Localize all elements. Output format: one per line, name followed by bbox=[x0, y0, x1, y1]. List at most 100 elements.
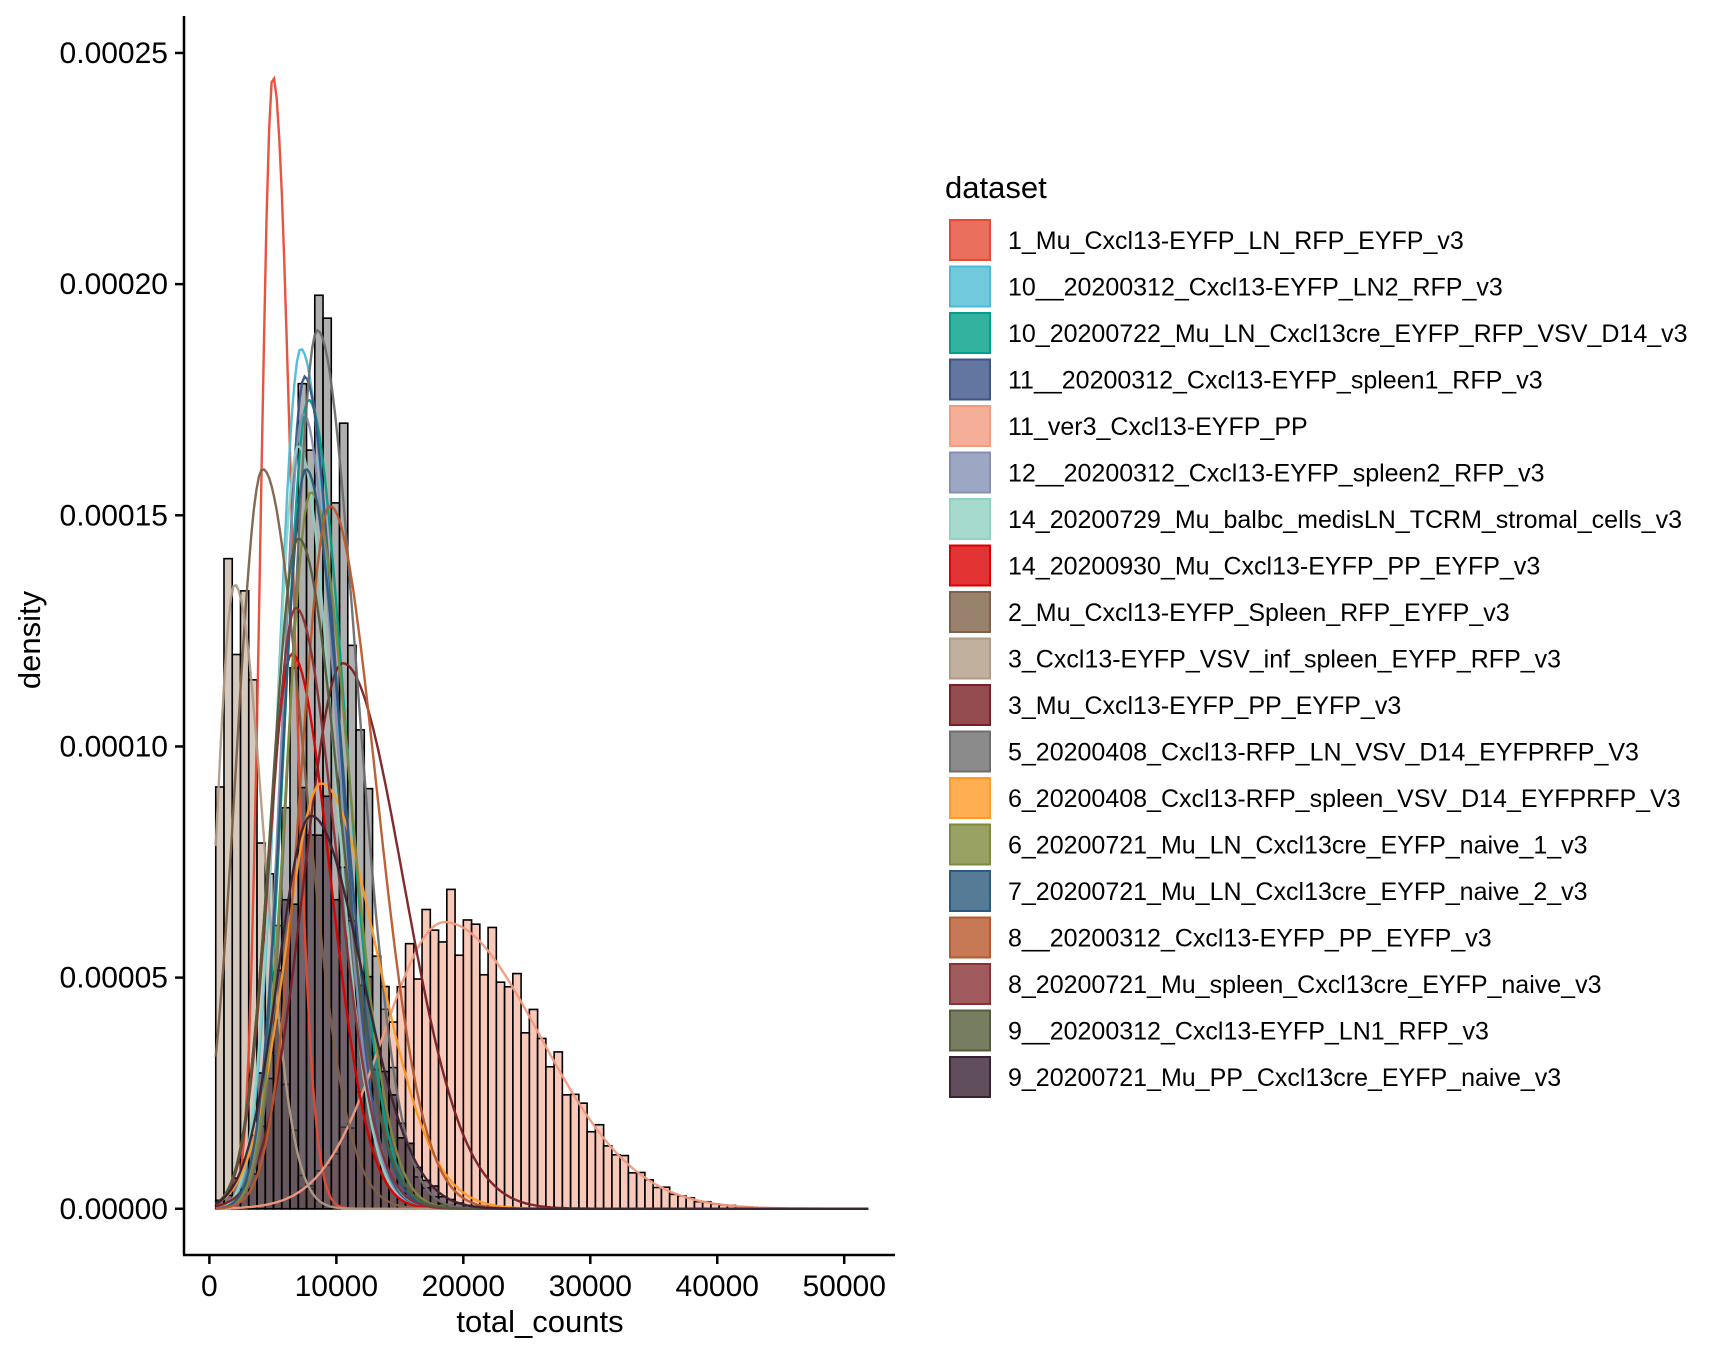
legend-item: 2_Mu_Cxcl13-EYFP_Spleen_RFP_EYFP_v3 bbox=[949, 591, 1510, 633]
legend-swatch bbox=[949, 498, 991, 540]
y-tick-label: 0.00010 bbox=[60, 730, 168, 763]
plot-area bbox=[214, 75, 869, 1210]
histogram-bar bbox=[421, 908, 432, 1210]
histogram-bar bbox=[503, 985, 514, 1210]
legend-swatch bbox=[949, 1056, 991, 1098]
legend-swatch bbox=[949, 312, 991, 354]
legend-swatch bbox=[949, 730, 991, 773]
x-tick-label: 30000 bbox=[549, 1270, 632, 1303]
legend-swatch bbox=[949, 405, 991, 447]
histogram-bar bbox=[446, 888, 456, 1210]
histogram-bar bbox=[454, 954, 465, 1210]
legend-label: 10_20200722_Mu_LN_Cxcl13cre_EYFP_RFP_VSV… bbox=[1008, 320, 1688, 348]
legend-swatch bbox=[949, 591, 991, 633]
legend-item: 9_20200721_Mu_PP_Cxcl13cre_EYFP_naive_v3 bbox=[949, 1056, 1561, 1098]
legend-item: 9__20200312_Cxcl13-EYFP_LN1_RFP_v3 bbox=[949, 1009, 1489, 1052]
legend-swatch bbox=[949, 1009, 991, 1052]
histogram-bar bbox=[652, 1186, 663, 1210]
histogram-bar bbox=[520, 1032, 531, 1210]
ticks: 0.00000 0.00005 0.00010 0.00015 0.00020 0.000… bbox=[60, 37, 886, 1303]
legend-swatch bbox=[949, 358, 991, 401]
legend-item: 11_ver3_Cxcl13-EYFP_PP bbox=[949, 405, 1308, 447]
x-tick-label: 50000 bbox=[802, 1270, 885, 1303]
legend-item: 10__20200312_Cxcl13-EYFP_LN2_RFP_v3 bbox=[949, 265, 1503, 308]
x-axis-title: total_counts bbox=[456, 1304, 623, 1339]
x-tick-label: 20000 bbox=[422, 1270, 505, 1303]
histogram-bar bbox=[487, 926, 498, 1210]
legend-item: 1_Mu_Cxcl13-EYFP_LN_RFP_EYFP_v3 bbox=[949, 219, 1464, 261]
legend-label: 12__20200312_Cxcl13-EYFP_spleen2_RFP_v3 bbox=[1008, 460, 1544, 488]
legend-label: 14_20200729_Mu_balbc_medisLN_TCRM_stroma… bbox=[1008, 506, 1682, 534]
legend-item: 10_20200722_Mu_LN_Cxcl13cre_EYFP_RFP_VSV… bbox=[949, 312, 1688, 354]
y-tick-label: 0.00025 bbox=[60, 37, 168, 70]
histogram-bar bbox=[322, 795, 333, 1210]
legend-swatch bbox=[949, 219, 991, 261]
legend-swatch bbox=[949, 451, 991, 494]
y-axis-title: density bbox=[12, 590, 47, 689]
legend-label: 14_20200930_Mu_Cxcl13-EYFP_PP_EYFP_v3 bbox=[1008, 553, 1540, 581]
legend-swatch bbox=[949, 870, 991, 912]
legend-title: dataset bbox=[945, 170, 1047, 205]
histogram-bar bbox=[528, 1008, 539, 1210]
legend-item: 8__20200312_Cxcl13-EYFP_PP_EYFP_v3 bbox=[949, 916, 1492, 959]
legend-label: 2_Mu_Cxcl13-EYFP_Spleen_RFP_EYFP_v3 bbox=[1008, 599, 1510, 627]
x-tick-label: 40000 bbox=[676, 1270, 759, 1303]
histogram-bar bbox=[668, 1193, 679, 1210]
histogram-bar bbox=[586, 1130, 597, 1210]
histogram-bar bbox=[578, 1102, 588, 1210]
y-tick-label: 0.00015 bbox=[60, 499, 168, 532]
legend-label: 11_ver3_Cxcl13-EYFP_PP bbox=[1008, 413, 1308, 441]
histogram-bar bbox=[495, 981, 506, 1210]
legend-label: 1_Mu_Cxcl13-EYFP_LN_RFP_EYFP_v3 bbox=[1008, 227, 1464, 255]
histogram-bar bbox=[644, 1178, 654, 1210]
legend-label: 11__20200312_Cxcl13-EYFP_spleen1_RFP_v3 bbox=[1008, 367, 1543, 395]
histogram-bar bbox=[627, 1172, 638, 1210]
y-tick-label: 0.00020 bbox=[60, 268, 168, 301]
histogram-bar bbox=[512, 972, 522, 1210]
y-tick-label: 0.00005 bbox=[60, 962, 168, 995]
histogram-bar bbox=[611, 1154, 621, 1210]
legend-swatch bbox=[949, 684, 991, 726]
histogram-bar bbox=[231, 653, 242, 1210]
histogram-bar bbox=[561, 1094, 572, 1210]
histogram-bar bbox=[462, 919, 473, 1210]
legend-item: 14_20200930_Mu_Cxcl13-EYFP_PP_EYFP_v3 bbox=[949, 544, 1540, 587]
legend-item: 6_20200408_Cxcl13-RFP_spleen_VSV_D14_EYF… bbox=[949, 777, 1681, 819]
legend-item: 11__20200312_Cxcl13-EYFP_spleen1_RFP_v3 bbox=[949, 358, 1543, 401]
legend-item: 5_20200408_Cxcl13-RFP_LN_VSV_D14_EYFPRFP… bbox=[949, 730, 1639, 773]
y-tick-label: 0.00000 bbox=[60, 1193, 168, 1226]
legend-label: 10__20200312_Cxcl13-EYFP_LN2_RFP_v3 bbox=[1008, 274, 1503, 302]
legend-item: 8_20200721_Mu_spleen_Cxcl13cre_EYFP_naiv… bbox=[949, 963, 1601, 1005]
histogram-bar bbox=[536, 1037, 547, 1210]
legend-swatch bbox=[949, 963, 991, 1005]
legend-label: 6_20200408_Cxcl13-RFP_spleen_VSV_D14_EYF… bbox=[1008, 785, 1681, 813]
x-tick-label: 10000 bbox=[295, 1270, 378, 1303]
legend-label: 8__20200312_Cxcl13-EYFP_PP_EYFP_v3 bbox=[1008, 925, 1492, 953]
legend-label: 8_20200721_Mu_spleen_Cxcl13cre_EYFP_naiv… bbox=[1008, 971, 1601, 999]
legend-label: 5_20200408_Cxcl13-RFP_LN_VSV_D14_EYFPRFP… bbox=[1008, 739, 1639, 767]
legend-swatch bbox=[949, 823, 991, 866]
legend-item: 3_Cxcl13-EYFP_VSV_inf_spleen_EYFP_RFP_v3 bbox=[949, 637, 1561, 680]
legend-label: 9__20200312_Cxcl13-EYFP_LN1_RFP_v3 bbox=[1008, 1018, 1489, 1046]
legend-label: 6_20200721_Mu_LN_Cxcl13cre_EYFP_naive_1_… bbox=[1008, 832, 1588, 860]
legend-swatch bbox=[949, 265, 991, 308]
density-line-18 bbox=[215, 814, 869, 1210]
legend: dataset 1_Mu_Cxcl13-EYFP_LN_RFP_EYFP_v3 1… bbox=[945, 170, 1688, 1098]
histogram-bar bbox=[569, 1093, 580, 1210]
legend-swatch bbox=[949, 777, 991, 819]
legend-item: 14_20200729_Mu_balbc_medisLN_TCRM_stroma… bbox=[949, 498, 1682, 540]
x-tick-label: 0 bbox=[201, 1270, 218, 1303]
histogram-bar bbox=[602, 1145, 613, 1210]
legend-label: 3_Mu_Cxcl13-EYFP_PP_EYFP_v3 bbox=[1008, 692, 1401, 720]
legend-swatch bbox=[949, 544, 991, 587]
histogram-bar bbox=[545, 1065, 555, 1210]
histogram-bar bbox=[289, 903, 300, 1210]
legend-swatch bbox=[949, 637, 991, 680]
histogram-bar bbox=[305, 834, 316, 1210]
legend-swatch bbox=[949, 916, 991, 959]
legend-label: 7_20200721_Mu_LN_Cxcl13cre_EYFP_naive_2_… bbox=[1008, 878, 1588, 906]
legend-label: 3_Cxcl13-EYFP_VSV_inf_spleen_EYFP_RFP_v3 bbox=[1008, 646, 1561, 674]
legend-label: 9_20200721_Mu_PP_Cxcl13cre_EYFP_naive_v3 bbox=[1008, 1064, 1561, 1092]
